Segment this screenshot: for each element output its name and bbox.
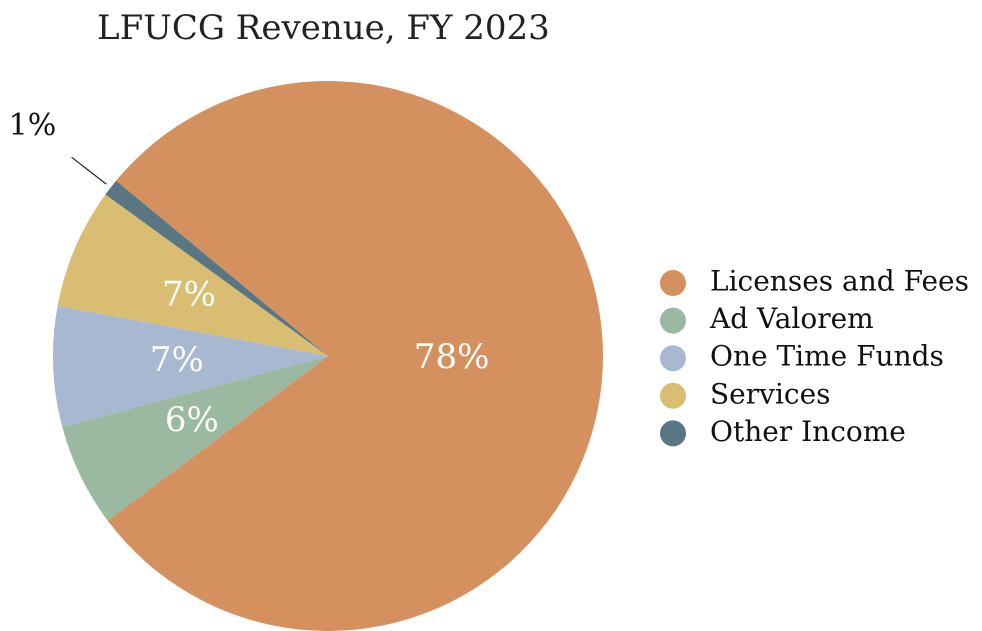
data-label: 78%: [414, 337, 490, 377]
legend-swatch: [660, 307, 686, 334]
chart-title: LFUCG Revenue, FY 2023: [97, 8, 550, 48]
legend-label: Other Income: [710, 415, 906, 448]
legend-label: Ad Valorem: [709, 302, 874, 335]
legend-label: One Time Funds: [710, 340, 944, 373]
leader-line: [71, 156, 107, 185]
legend-swatch: [660, 420, 686, 447]
legend-label: Licenses and Fees: [710, 265, 969, 298]
data-label: 7%: [150, 340, 204, 380]
pie-slice: [107, 80, 604, 631]
data-label: 7%: [162, 274, 216, 314]
legend-label: Services: [710, 377, 831, 410]
pie-slice: [57, 194, 328, 356]
pie-slice: [105, 180, 328, 356]
legend-swatch: [660, 382, 686, 409]
data-label: 6%: [165, 400, 219, 440]
legend-swatch: [660, 345, 686, 372]
data-label: 1%: [9, 108, 57, 143]
pie-slice: [53, 305, 329, 427]
pie-slice: [62, 356, 328, 521]
legend-swatch: [660, 270, 686, 296]
